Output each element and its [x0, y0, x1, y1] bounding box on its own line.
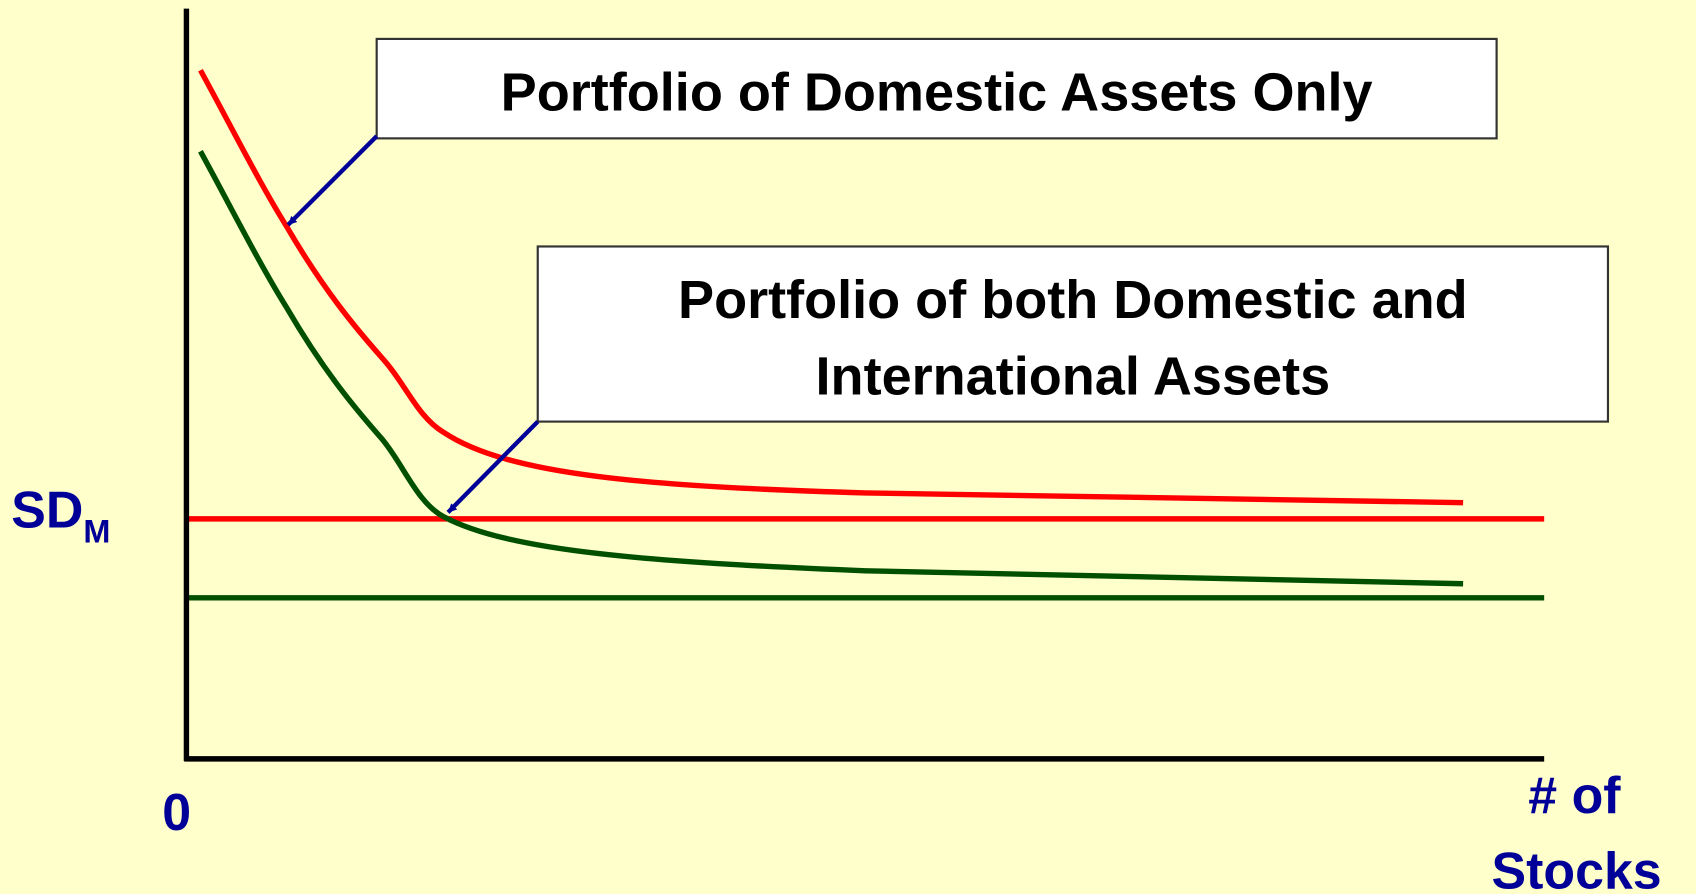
domestic-curve: [198, 68, 1464, 506]
domestic-label: Portfolio of Domestic Assets Only: [501, 62, 1373, 122]
domestic-arrow: [286, 134, 379, 227]
x-axis-label: Stocks: [1492, 842, 1662, 894]
x-axis-label: # of: [1528, 766, 1621, 824]
origin-label: 0: [162, 783, 191, 841]
international-box: [536, 245, 1610, 423]
y-axis-label: SDM: [11, 481, 110, 550]
domestic-box: [375, 37, 1498, 140]
international-label: International Assets: [816, 347, 1331, 407]
y-axis-sub: M: [83, 514, 110, 550]
y-axis-main: SD: [11, 481, 83, 539]
international-curve: [198, 150, 1464, 587]
international-arrow: [446, 420, 540, 514]
international-label: Portfolio of both Domestic and: [678, 270, 1468, 330]
